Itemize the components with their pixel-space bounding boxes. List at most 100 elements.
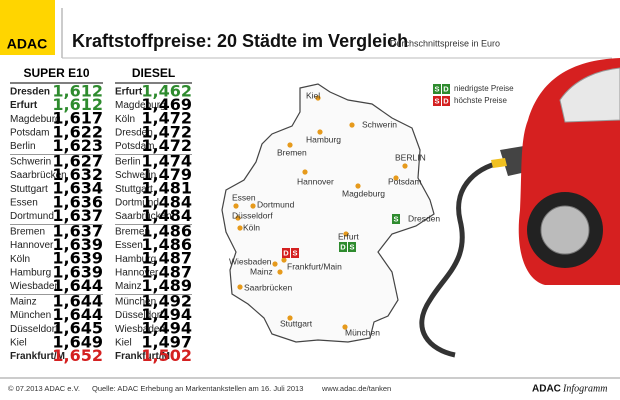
city-label: Bremen — [277, 147, 307, 157]
row-city: Wiesbaden — [115, 324, 165, 335]
row-price: 1,627 — [52, 152, 103, 171]
city-dot — [281, 257, 287, 263]
city-label: Düsseldorf — [232, 210, 273, 220]
subtitle: Durchschnittspreise in Euro — [390, 38, 500, 48]
row-price: 1,469 — [141, 95, 192, 114]
city-dot — [233, 203, 239, 209]
city-label: Frankfurt/Main — [287, 261, 342, 271]
city-dot — [250, 203, 256, 209]
row-price: 1,484 — [141, 206, 192, 225]
badge: D — [283, 248, 289, 257]
city-dot — [287, 315, 293, 321]
row-price: 1,639 — [52, 235, 103, 254]
row-price: 1,481 — [141, 179, 192, 198]
city-dot — [402, 163, 408, 169]
badge: D — [340, 242, 346, 251]
row-price: 1,645 — [52, 319, 103, 338]
row-price: 1,487 — [141, 249, 192, 268]
row-city: Mainz — [10, 297, 37, 308]
car-rim — [540, 205, 590, 255]
row-price: 1,634 — [52, 179, 103, 198]
legend-label: höchste Preise — [454, 96, 507, 105]
row-city: Essen — [10, 197, 38, 208]
row-price: 1,639 — [52, 249, 103, 268]
row-city: Stuttgart — [10, 184, 48, 195]
logo-box — [0, 0, 55, 55]
title: Kraftstoffpreise: 20 Städte im Vergleich — [72, 31, 408, 51]
badge: S — [349, 242, 354, 251]
map-outline — [221, 83, 435, 343]
row-price: 1,644 — [52, 305, 103, 324]
city-label: Mainz — [250, 266, 273, 276]
city-label: Wiesbaden — [229, 256, 272, 266]
row-city: Hamburg — [10, 267, 51, 278]
row-price: 1,617 — [52, 109, 103, 128]
row-price: 1,472 — [141, 122, 192, 141]
badge-box — [442, 84, 450, 94]
row-price: 1,497 — [141, 332, 192, 351]
row-price: 1,486 — [141, 222, 192, 241]
city-dot — [277, 269, 283, 275]
row-price: 1,644 — [52, 276, 103, 295]
badge-box — [433, 96, 441, 106]
badge-box — [339, 242, 347, 252]
badge-box — [433, 84, 441, 94]
car-window — [559, 67, 620, 123]
logo: ADAC — [7, 36, 47, 52]
row-price: 1,489 — [141, 276, 192, 295]
city-dot — [393, 175, 399, 181]
row-city: Berlin — [10, 141, 36, 152]
city-label: Dortmund — [257, 199, 295, 209]
city-dot — [349, 122, 355, 128]
nozzle-tip — [491, 158, 507, 168]
row-city: Bremen — [115, 227, 150, 238]
row-price: 1,474 — [141, 152, 192, 171]
fuel-hose — [419, 159, 506, 358]
badge: S — [393, 214, 398, 223]
city-dot — [302, 169, 308, 175]
city-dot — [235, 215, 241, 221]
badge-box — [442, 96, 450, 106]
brand-sub: Infogramm — [562, 383, 607, 394]
legend-label: niedrigste Preise — [454, 84, 514, 93]
row-city: Hamburg — [115, 254, 156, 265]
row-price: 1,472 — [141, 109, 192, 128]
row-city: Frankfurt/M — [115, 351, 170, 362]
row-city: Köln — [115, 114, 135, 125]
row-city: Magdeburg — [115, 100, 166, 111]
row-price: 1,649 — [52, 332, 103, 351]
row-city: Potsdam — [115, 141, 154, 152]
row-city: Kiel — [10, 337, 27, 348]
city-label: Stuttgart — [280, 318, 313, 328]
row-city: Mainz — [115, 281, 142, 292]
row-city: Magdeburg — [10, 114, 61, 125]
row-city: Wiesbaden — [10, 281, 60, 292]
city-label: Erfurt — [338, 231, 359, 241]
row-price: 1,462 — [141, 82, 192, 101]
row-price: 1,623 — [52, 136, 103, 155]
row-price: 1,632 — [52, 165, 103, 184]
badge-box — [282, 248, 290, 258]
badge: S — [292, 248, 297, 257]
row-price: 1,636 — [52, 192, 103, 211]
city-dot — [315, 95, 321, 101]
badge: S — [434, 84, 439, 93]
row-city: Saarbrücken — [10, 170, 67, 181]
brand: ADAC — [532, 384, 561, 395]
row-city: München — [10, 310, 51, 321]
row-price: 1,494 — [141, 305, 192, 324]
city-label: Potsdam — [388, 176, 422, 186]
row-city: Potsdam — [10, 127, 49, 138]
row-city: Dresden — [10, 87, 50, 98]
row-price: 1,472 — [141, 136, 192, 155]
row-city: Schwerin — [115, 170, 156, 181]
row-price: 1,652 — [52, 346, 103, 365]
city-label: Hamburg — [306, 134, 341, 144]
city-label: Kiel — [306, 90, 320, 100]
row-city: Dresden — [115, 127, 153, 138]
row-price: 1,486 — [141, 235, 192, 254]
city-label: Schwerin — [362, 119, 397, 129]
badge-box — [392, 214, 400, 224]
table-title: DIESEL — [132, 66, 175, 80]
